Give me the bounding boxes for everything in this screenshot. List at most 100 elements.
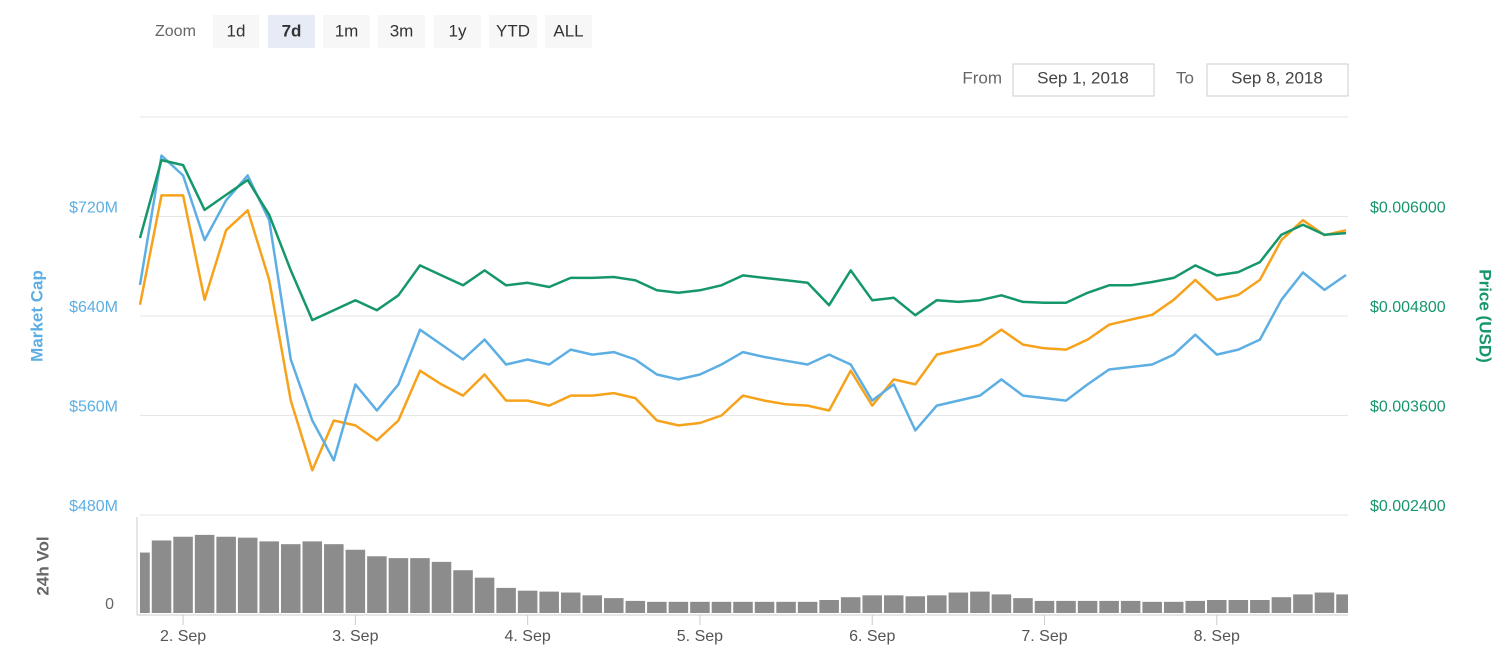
x-tick-label: 7. Sep [1021,628,1067,645]
volume-bar [345,549,366,613]
y2-tick-label: $0.002400 [1370,498,1446,515]
volume-bar [948,592,969,613]
zoom-button-label[interactable]: ALL [553,21,583,40]
volume-bar [140,552,150,613]
zoom-button-label[interactable]: 1y [449,21,467,40]
volume-bar [1163,601,1184,613]
volume-bar [173,536,193,613]
zoom-button[interactable] [489,15,537,48]
series-line [138,158,1347,322]
volume-bar [216,536,236,613]
volume-bar [517,590,538,613]
zoom-button-label[interactable]: 3m [390,21,414,40]
volume-bar [668,601,689,613]
volume-bar [690,601,710,613]
volume-bar [302,541,323,613]
volume-bar [776,601,796,613]
volume-bar [819,599,839,613]
zoom-button[interactable] [434,15,481,48]
volume-bar [1013,598,1033,613]
volume-bar [237,537,258,613]
volume-bar [582,595,603,613]
y-tick-label: $640M [69,299,118,316]
zoom-button-label[interactable]: 7d [282,21,302,40]
zoom-button[interactable] [323,15,370,48]
zoom-button[interactable] [268,15,315,48]
x-tick-label: 2. Sep [160,628,206,645]
volume-bar [431,561,452,613]
y2-tick-label: $0.003600 [1370,399,1446,416]
volume-bar [410,558,430,613]
volume-bar [1099,600,1119,613]
volume-axis-label: 24h Vol [33,536,52,595]
volume-bar [1250,599,1270,613]
volume-bar [604,598,624,613]
volume-bar [151,540,172,613]
y-axis-label: Market Cap [27,270,46,362]
volume-bar [883,595,904,613]
volume-bar [927,595,947,613]
volume-tick-label: 0 [105,596,114,613]
from-input[interactable]: Sep 1, 2018 [1037,68,1129,87]
volume-bar [194,534,215,613]
series-line [138,154,1347,462]
volume-bar [862,595,882,613]
volume-bar [970,591,990,613]
volume-bar [1293,594,1313,613]
volume-bar [1336,594,1348,613]
x-tick-label: 4. Sep [505,628,551,645]
volume-bar [905,596,926,613]
volume-bar [754,601,775,613]
volume-bar [1120,600,1141,613]
y2-tick-label: $0.006000 [1370,200,1446,217]
volume-bar [560,592,581,613]
zoom-button-label[interactable]: 1d [227,21,246,40]
zoom-label: Zoom [155,23,196,40]
volume-bar [711,601,732,613]
volume-bar [647,601,667,613]
y-tick-label: $560M [69,399,118,416]
y-tick-label: $480M [69,498,118,515]
volume-bar [733,601,753,613]
volume-bar [1077,600,1098,613]
volume-bar [840,597,861,613]
volume-bar [625,600,646,613]
zoom-button[interactable] [378,15,425,48]
from-label: From [962,68,1002,87]
to-label: To [1176,68,1194,87]
x-tick-label: 6. Sep [849,628,895,645]
zoom-button[interactable] [213,15,259,48]
volume-bar [1271,597,1292,613]
volume-bar [496,587,516,613]
volume-bar [259,541,279,613]
volume-bar [474,577,495,613]
volume-bar [1142,601,1162,613]
volume-bar [453,570,473,613]
from-input-box[interactable] [1012,63,1155,97]
volume-bar [280,544,301,613]
volume-bar [1314,592,1335,613]
y2-tick-label: $0.004800 [1370,299,1446,316]
zoom-button-label[interactable]: 1m [335,21,359,40]
volume-bar [1207,599,1227,613]
zoom-button-label[interactable]: YTD [496,21,530,40]
volume-bar [1034,600,1055,613]
volume-bar [388,558,409,613]
volume-bar [367,556,387,613]
y2-axis-label: Price (USD) [1476,269,1495,363]
volume-bar [1056,600,1076,613]
to-input-box[interactable] [1206,63,1349,97]
to-input[interactable]: Sep 8, 2018 [1231,68,1323,87]
x-tick-label: 5. Sep [677,628,723,645]
zoom-button[interactable] [545,15,592,48]
volume-bar [1185,600,1206,613]
series-line [138,194,1347,472]
x-tick-label: 3. Sep [332,628,378,645]
volume-bar [797,601,818,613]
volume-bar [324,544,344,613]
volume-bar [991,594,1012,613]
y-tick-label: $720M [69,200,118,217]
volume-bar [539,591,559,613]
volume-bar [1228,599,1249,613]
